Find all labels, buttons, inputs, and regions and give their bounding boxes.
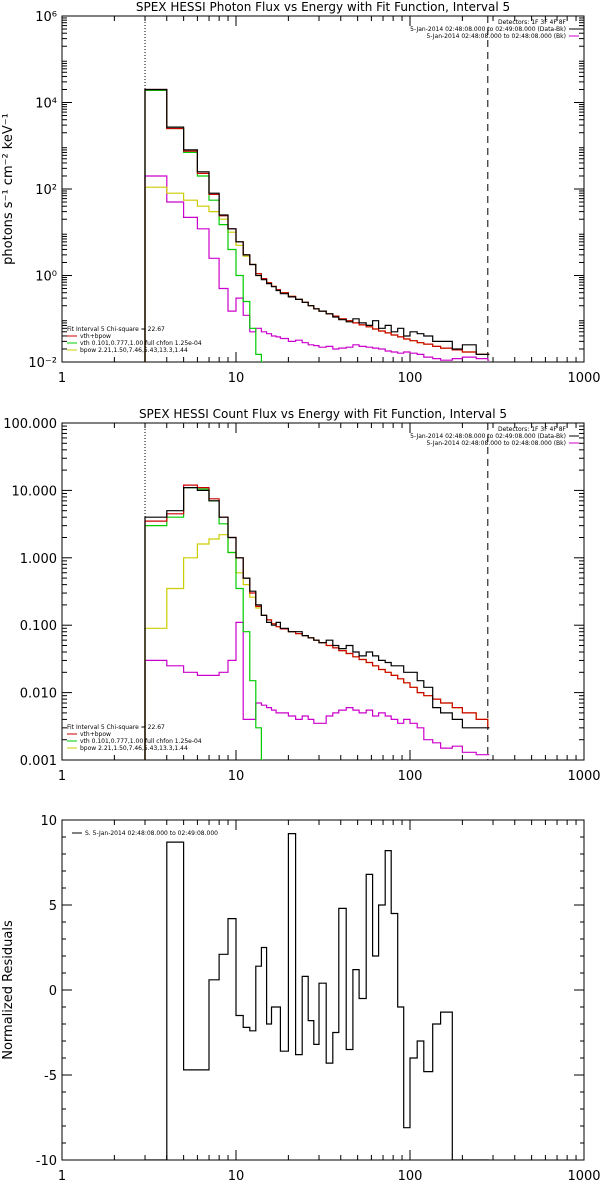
legend-top-left: S. 5-Jan-2014 02:48:08.000 to 02:49:08.0… [72,830,218,837]
legend-text: vth+bpow [80,333,111,340]
series-background [144,175,490,362]
chart-title: SPEX HESSI Count Flux vs Energy with Fit… [139,407,507,421]
series-data [144,88,490,362]
y-tick-label: 0 [49,984,57,999]
y-tick-label: 0.010 [20,687,57,702]
legend-bottom-left: Fit Interval 5 Chi-square = 22.67vth+bpo… [67,724,202,752]
legend-text: vth 0.101,0.777,1.00 full chfon 1.25e-04 [80,738,202,745]
y-tick-label: 1.000 [20,552,57,567]
series-bpow [144,534,490,760]
x-tick-label: 1000 [567,769,600,784]
chart-panel-3: 1 10 100 1000 -10 -5 0 5 10 Normalized Residuals S… [1,814,600,1184]
legend-text: 5-Jan-2014 02:48:08.000 to 02:49:08.000 … [410,433,566,440]
legend-text: bpow 2.21,1.50,7.46,5.43,13.3,1.44 [80,347,188,354]
series-total [144,484,490,760]
legend-text: vth 0.101,0.777,1.00 full chfon 1.25e-04 [80,340,202,347]
y-tick-label: 10 [40,814,57,829]
x-tick-label: 1 [58,371,66,386]
y-axis-label: Normalized Residuals [1,920,16,1060]
x-tick-label: 1 [58,769,66,784]
y-tick-label: 10⁶ [35,10,57,25]
y-tick-label: 5 [49,899,57,914]
legend-text: Fit Interval 5 Chi-square = 22.67 [67,724,165,731]
legend-text: vth+bpow [80,731,111,738]
plot-frame [61,422,585,761]
legend-bottom-left: Fit Interval 5 Chi-square = 22.67vth+bpo… [67,326,202,354]
y-tick-label: 10⁻² [28,356,57,371]
plot-frame [61,15,585,363]
chart-panel-2: SPEX HESSI Count Flux vs Energy with Fit… [3,407,600,784]
x-tick-label: 1000 [567,371,600,386]
y-tick-label: 10.000 [12,484,58,499]
series-data [145,833,490,1160]
y-tick-label: 10² [35,183,57,198]
legend-text: Detectors: 1F 3F 4F 8F [498,426,567,433]
x-tick-label: 10 [228,1169,245,1184]
series-total [144,88,490,362]
legend-top-right: Detectors: 1F 3F 4F 8F5-Jan-2014 02:48:0… [410,426,579,447]
series-vth [144,89,263,362]
legend-text: Fit Interval 5 Chi-square = 22.67 [67,326,165,333]
y-tick-label: -10 [36,1154,57,1169]
plot-frame [61,819,585,1161]
y-tick-label: -5 [44,1069,57,1084]
chart-title: SPEX HESSI Photon Flux vs Energy with Fi… [136,0,510,14]
series-bpow [144,186,490,362]
series-data [144,487,490,760]
legend-text: 5-Jan-2014 02:48:08.000 to 02:49:08.000 … [410,26,566,33]
x-tick-label: 100 [398,1169,423,1184]
y-axis-label: photons s⁻¹ cm⁻² keV⁻¹ [1,113,16,265]
legend-text: Detectors: 1F 3F 4F 8F [498,19,567,26]
y-tick-label: 0.100 [20,619,57,634]
legend-text: 5-Jan-2014 02:48:08.000 to 02:48:08.000 … [426,33,566,40]
series-background [144,621,490,760]
y-tick-label: 10⁴ [35,97,57,112]
x-tick-label: 100 [398,371,423,386]
x-tick-label: 10 [228,769,245,784]
x-tick-label: 1000 [567,1169,600,1184]
x-tick-label: 100 [398,769,423,784]
chart-panel-1: SPEX HESSI Photon Flux vs Energy with Fi… [1,0,600,386]
legend-top-right: Detectors: 1F 3F 4F 8F5-Jan-2014 02:48:0… [410,19,579,40]
legend-text: bpow 2.21,1.50,7.46,5.43,13.3,1.44 [80,745,188,752]
y-tick-label: 10⁰ [35,270,57,285]
legend-text: S. 5-Jan-2014 02:48:08.000 to 02:49:08.0… [85,830,218,837]
x-tick-label: 1 [58,1169,66,1184]
x-tick-label: 10 [228,371,245,386]
y-tick-label: 100.000 [3,417,57,432]
legend-text: 5-Jan-2014 02:48:08.000 to 02:48:08.000 … [426,440,566,447]
y-tick-label: 0.001 [20,754,57,769]
